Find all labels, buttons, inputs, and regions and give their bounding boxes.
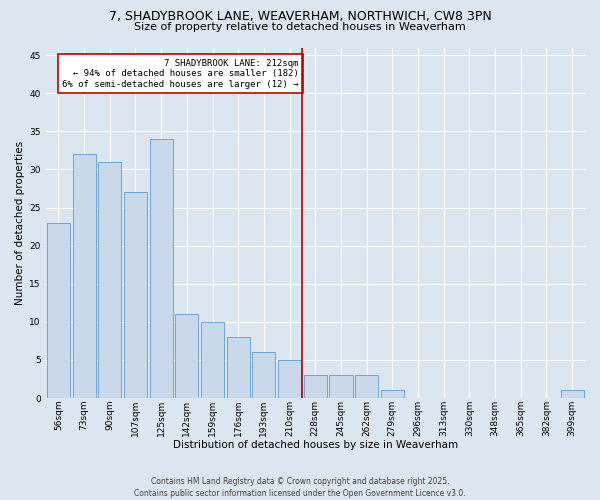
Bar <box>124 192 147 398</box>
Bar <box>560 390 584 398</box>
Bar <box>355 375 378 398</box>
Text: Contains HM Land Registry data © Crown copyright and database right 2025.
Contai: Contains HM Land Registry data © Crown c… <box>134 476 466 498</box>
Bar <box>47 223 70 398</box>
Bar <box>201 322 224 398</box>
Bar <box>227 337 250 398</box>
Bar <box>175 314 199 398</box>
Y-axis label: Number of detached properties: Number of detached properties <box>15 140 25 305</box>
Bar <box>304 375 327 398</box>
Text: Size of property relative to detached houses in Weaverham: Size of property relative to detached ho… <box>134 22 466 32</box>
Bar <box>73 154 95 398</box>
Bar <box>149 139 173 398</box>
Bar <box>381 390 404 398</box>
Bar <box>98 162 121 398</box>
Bar <box>329 375 353 398</box>
X-axis label: Distribution of detached houses by size in Weaverham: Distribution of detached houses by size … <box>173 440 458 450</box>
Bar <box>253 352 275 398</box>
Bar <box>278 360 301 398</box>
Text: 7, SHADYBROOK LANE, WEAVERHAM, NORTHWICH, CW8 3PN: 7, SHADYBROOK LANE, WEAVERHAM, NORTHWICH… <box>109 10 491 23</box>
Text: 7 SHADYBROOK LANE: 212sqm
← 94% of detached houses are smaller (182)
6% of semi-: 7 SHADYBROOK LANE: 212sqm ← 94% of detac… <box>62 59 299 88</box>
